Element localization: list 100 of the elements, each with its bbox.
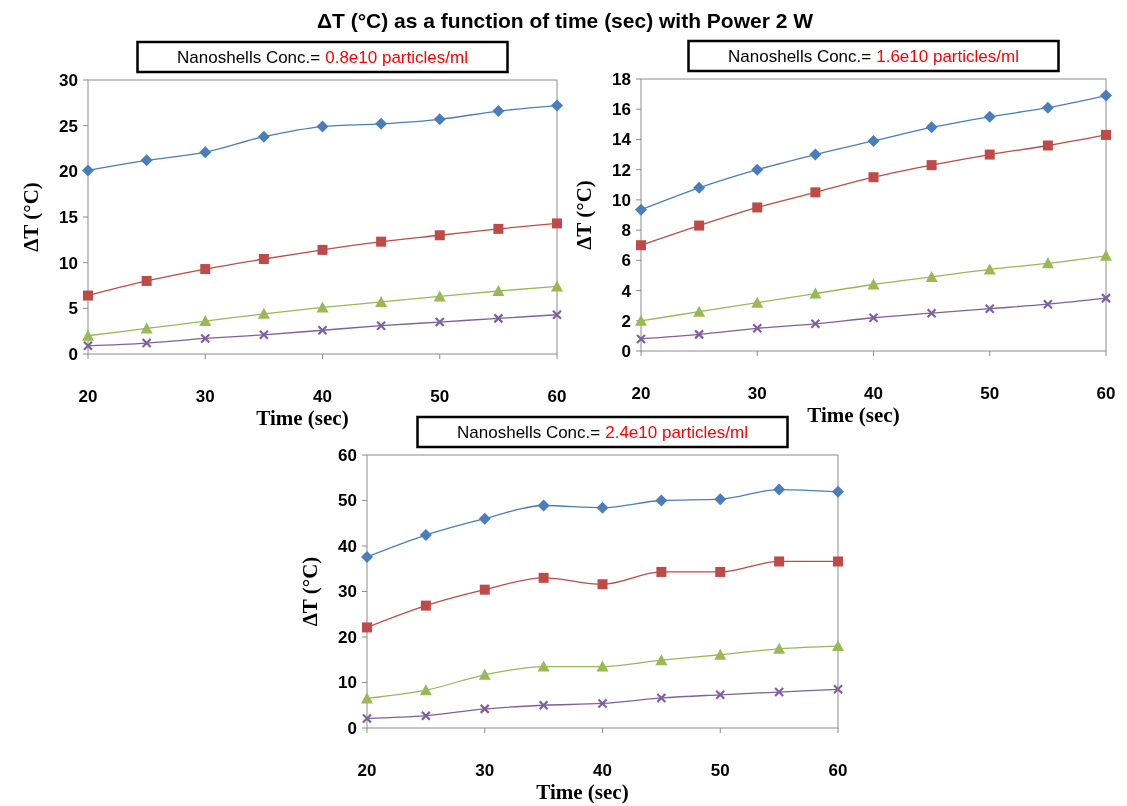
point (714, 648, 727, 660)
point (596, 660, 609, 672)
point (361, 713, 373, 724)
point (317, 325, 328, 336)
point (832, 485, 844, 498)
y-tick-label: 20 (338, 627, 357, 647)
chart-subtitle: 1.6e10 particles/ml (876, 47, 1019, 66)
point (257, 130, 270, 143)
point (538, 572, 549, 583)
point (200, 333, 211, 344)
point (83, 290, 93, 301)
y-tick-label: 60 (338, 445, 357, 465)
point (809, 287, 822, 299)
x-tick-label: 50 (710, 761, 730, 780)
y-tick-label: 16 (612, 100, 631, 120)
point (258, 329, 269, 340)
point (773, 642, 786, 654)
x-axis-title: Time (sec) (536, 780, 629, 804)
point (361, 550, 373, 563)
point (1042, 299, 1053, 310)
y-tick-label: 0 (621, 341, 631, 361)
point (867, 134, 880, 147)
point (693, 305, 706, 317)
x-tick-label: 50 (430, 387, 450, 406)
x-tick-label: 40 (593, 761, 612, 780)
point (257, 307, 270, 319)
point (199, 315, 212, 327)
point (867, 278, 880, 290)
point (375, 295, 388, 307)
point (375, 117, 388, 130)
text: ΔT (°C) as a function of time (sec) with Power 2 W (316, 9, 814, 32)
point (141, 275, 152, 286)
point (538, 700, 549, 711)
point (493, 313, 504, 324)
y-tick-label: 15 (59, 207, 78, 227)
y-tick-label: 10 (59, 253, 78, 273)
point (433, 290, 446, 302)
point (984, 303, 995, 314)
point (926, 160, 937, 171)
point (751, 163, 764, 176)
point (983, 263, 996, 275)
x-tick-label: 60 (1096, 384, 1116, 403)
point (1041, 101, 1054, 114)
point (361, 692, 373, 704)
point (419, 684, 432, 696)
point (419, 529, 432, 542)
point (810, 187, 821, 198)
x-tick-label: 60 (547, 387, 567, 406)
x-tick-label: 40 (864, 384, 883, 403)
point (420, 710, 431, 721)
x-tick-label: 20 (357, 761, 377, 780)
point (635, 203, 647, 216)
point (694, 220, 705, 231)
point (478, 668, 491, 680)
point (655, 494, 668, 507)
y-tick-label: 30 (338, 582, 357, 602)
x-tick-label: 30 (747, 384, 767, 403)
point (833, 556, 843, 567)
point (1042, 140, 1053, 151)
point (317, 244, 328, 255)
y-tick-label: 2 (621, 311, 631, 331)
point (635, 333, 647, 345)
y-axis-title: ΔT (°C) (572, 180, 596, 250)
point (715, 566, 726, 577)
y-tick-label: 10 (338, 673, 357, 693)
y-tick-label: 6 (621, 251, 631, 271)
point (420, 600, 431, 611)
point (551, 309, 563, 320)
point (552, 218, 562, 229)
point (868, 312, 879, 323)
point (984, 149, 995, 160)
point (492, 284, 505, 296)
point (1100, 293, 1112, 304)
y-tick-label: 18 (612, 69, 631, 89)
point (200, 264, 211, 275)
point (479, 703, 490, 714)
y-tick-label: 5 (68, 299, 78, 319)
chart-title: Nanoshells Conc.= (728, 47, 872, 66)
point (983, 110, 996, 123)
point (82, 340, 94, 351)
point (597, 698, 608, 709)
point (925, 270, 938, 282)
point (1100, 89, 1112, 102)
y-tick-label: 10 (612, 190, 631, 210)
point (868, 172, 879, 183)
point (258, 254, 269, 265)
point (551, 280, 563, 292)
point (376, 320, 387, 331)
point (656, 566, 667, 577)
point (493, 223, 504, 234)
y-tick-label: 0 (347, 718, 357, 738)
y-tick-label: 14 (612, 130, 632, 150)
point (433, 113, 446, 126)
point (1100, 249, 1112, 261)
point (774, 556, 785, 567)
y-tick-label: 50 (338, 491, 357, 511)
point (362, 622, 372, 633)
point (925, 121, 938, 134)
point (376, 236, 387, 247)
point (655, 654, 668, 666)
